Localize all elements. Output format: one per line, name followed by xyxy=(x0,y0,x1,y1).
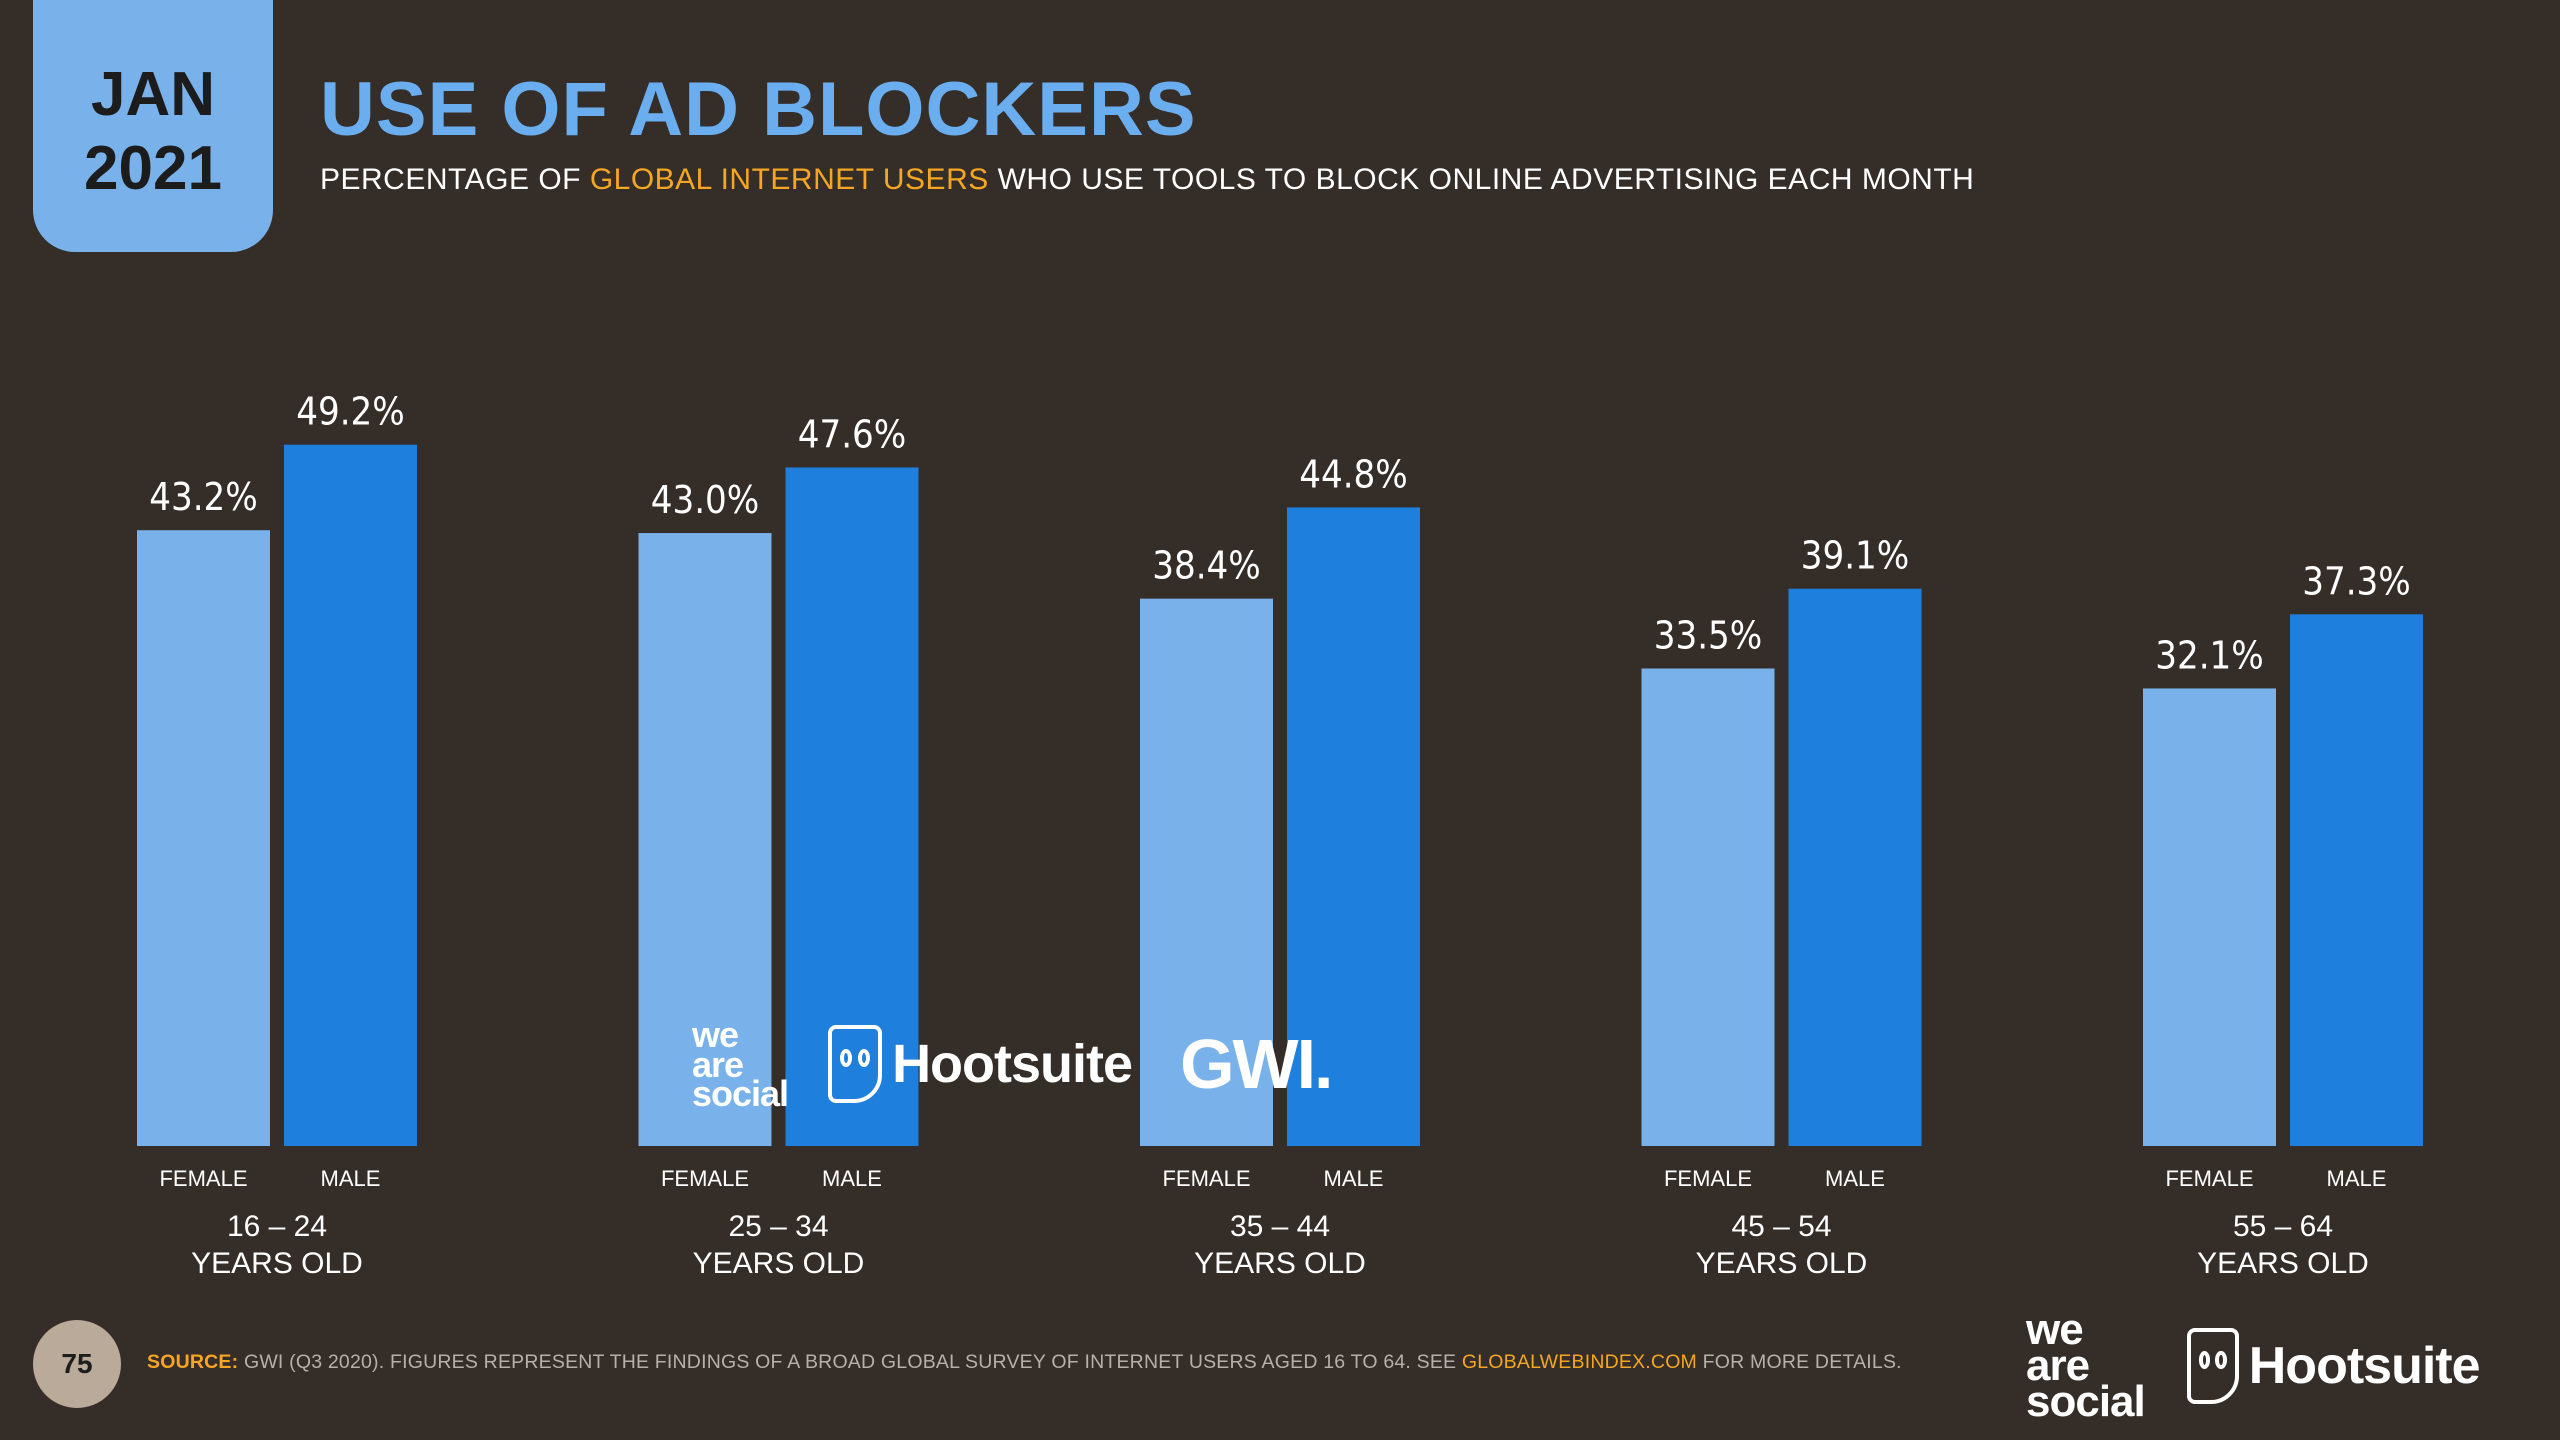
watermark-we-are-social-logo: we are social xyxy=(692,1014,789,1115)
series-label-female-2: FEMALE xyxy=(661,1166,749,1191)
category-range-2: 25 – 34 xyxy=(728,1210,828,1243)
data-label-female-5: 32.1% xyxy=(2155,633,2264,677)
bar-female-3 xyxy=(1140,598,1273,1146)
brand-are: are xyxy=(2026,1341,2090,1391)
subtitle-before: PERCENTAGE OF xyxy=(320,163,590,196)
subtitle-after: WHO USE TOOLS TO BLOCK ONLINE ADVERTISIN… xyxy=(988,163,1975,196)
badge-month: JAN xyxy=(90,60,216,129)
hootsuite-owl-icon xyxy=(2186,1328,2239,1405)
brand-we: we xyxy=(2026,1305,2084,1354)
footer-brand-logos: we are social Hootsuite xyxy=(2026,1305,2481,1427)
watermark-owl-icon xyxy=(828,1025,883,1104)
data-label-male-4: 39.1% xyxy=(1801,534,1910,578)
page-subtitle: PERCENTAGE OF GLOBAL INTERNET USERS WHO … xyxy=(320,163,1974,197)
data-label-female-2: 43.0% xyxy=(651,478,760,522)
bar-female-2 xyxy=(638,533,772,1146)
data-label-male-1: 49.2% xyxy=(296,390,405,434)
series-label-female-1: FEMALE xyxy=(159,1166,247,1191)
series-label-female-3: FEMALE xyxy=(1162,1166,1250,1191)
bar-male-3 xyxy=(1287,507,1420,1146)
page-title: USE OF AD BLOCKERS xyxy=(320,67,1197,152)
category-label-4: YEARS OLD xyxy=(1696,1247,1868,1280)
source-end: FOR MORE DETAILS. xyxy=(1697,1351,1902,1373)
watermark-hootsuite: Hootsuite xyxy=(892,1034,1133,1095)
bar-male-4 xyxy=(1788,588,1922,1146)
category-label-3: YEARS OLD xyxy=(1194,1247,1366,1280)
badge-year: 2021 xyxy=(84,134,222,203)
source-text: GWI (Q3 2020). FIGURES REPRESENT THE FIN… xyxy=(238,1351,1462,1373)
watermark-we: we xyxy=(692,1014,739,1055)
source-link[interactable]: GLOBALWEBINDEX.COM xyxy=(1461,1351,1698,1373)
date-badge: JAN 2021 xyxy=(33,0,273,252)
bar-chart: 43.2% FEMALE 49.2% MALE 16 – 24 YEARS OLD 43.0… xyxy=(137,390,2423,1280)
data-label-male-2: 47.6% xyxy=(798,412,907,456)
data-label-male-5: 37.3% xyxy=(2302,559,2411,603)
bar-female-1 xyxy=(137,530,270,1146)
bar-male-1 xyxy=(284,444,417,1146)
series-label-female-5: FEMALE xyxy=(2165,1166,2253,1191)
series-label-male-5: MALE xyxy=(2327,1166,2387,1191)
bar-female-5 xyxy=(2143,688,2276,1146)
category-label-5: YEARS OLD xyxy=(2197,1247,2369,1280)
data-label-female-3: 38.4% xyxy=(1152,544,1261,588)
we-are-social-logo: we are social xyxy=(2026,1305,2146,1427)
category-range-1: 16 – 24 xyxy=(227,1210,327,1243)
series-label-male-4: MALE xyxy=(1825,1166,1885,1191)
subtitle-highlight: GLOBAL INTERNET USERS xyxy=(589,163,989,196)
data-label-female-4: 33.5% xyxy=(1654,613,1763,657)
watermark-logos: we are social Hootsuite GWI. xyxy=(692,1014,1333,1115)
category-label-1: YEARS OLD xyxy=(191,1247,363,1280)
category-label-2: YEARS OLD xyxy=(693,1247,865,1280)
series-label-male-3: MALE xyxy=(1324,1166,1384,1191)
series-label-male-1: MALE xyxy=(321,1166,381,1191)
data-label-male-3: 44.8% xyxy=(1299,452,1408,496)
data-label-female-1: 43.2% xyxy=(149,475,258,519)
page-number: 75 xyxy=(33,1320,121,1408)
brand-social: social xyxy=(2026,1377,2146,1427)
watermark-social: social xyxy=(692,1073,789,1115)
series-label-male-2: MALE xyxy=(822,1166,882,1191)
bar-female-4 xyxy=(1641,668,1775,1146)
brand-hootsuite: Hootsuite xyxy=(2248,1337,2481,1396)
watermark-are: are xyxy=(692,1043,744,1085)
bar-male-5 xyxy=(2290,614,2423,1146)
source-label: SOURCE: xyxy=(147,1351,239,1373)
category-range-5: 55 – 64 xyxy=(2233,1210,2333,1243)
source-note: SOURCE: GWI (Q3 2020). FIGURES REPRESENT… xyxy=(147,1351,1902,1374)
category-range-3: 35 – 44 xyxy=(1230,1210,1330,1243)
category-range-4: 45 – 54 xyxy=(1731,1210,1831,1243)
watermark-gwi: GWI. xyxy=(1180,1025,1333,1104)
series-label-female-4: FEMALE xyxy=(1664,1166,1752,1191)
